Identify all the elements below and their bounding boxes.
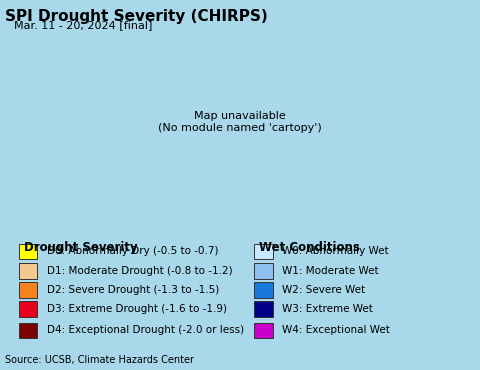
Bar (19, 301, 37, 317)
Text: Mar. 11 - 20, 2024 [final]: Mar. 11 - 20, 2024 [final] (14, 20, 153, 30)
Text: Source: UCSB, Climate Hazards Center: Source: UCSB, Climate Hazards Center (5, 355, 194, 365)
Text: W3: Extreme Wet: W3: Extreme Wet (282, 304, 373, 314)
Text: D0: Abnormally Dry (-0.5 to -0.7): D0: Abnormally Dry (-0.5 to -0.7) (47, 246, 218, 256)
Text: W1: Moderate Wet: W1: Moderate Wet (282, 266, 379, 276)
Bar (19, 323, 37, 338)
Text: Drought Severity: Drought Severity (24, 241, 138, 254)
Text: Map unavailable
(No module named 'cartopy'): Map unavailable (No module named 'cartop… (158, 111, 322, 133)
Text: W0: Abnormally Wet: W0: Abnormally Wet (282, 246, 389, 256)
Text: SPI Drought Severity (CHIRPS): SPI Drought Severity (CHIRPS) (5, 9, 267, 24)
Bar (254, 243, 273, 259)
Bar (254, 301, 273, 317)
Bar (254, 282, 273, 298)
Bar (254, 323, 273, 338)
Text: D2: Severe Drought (-1.3 to -1.5): D2: Severe Drought (-1.3 to -1.5) (47, 285, 219, 295)
Bar (19, 243, 37, 259)
Text: W4: Exceptional Wet: W4: Exceptional Wet (282, 326, 390, 336)
Bar (19, 282, 37, 298)
Text: D1: Moderate Drought (-0.8 to -1.2): D1: Moderate Drought (-0.8 to -1.2) (47, 266, 233, 276)
Text: D3: Extreme Drought (-1.6 to -1.9): D3: Extreme Drought (-1.6 to -1.9) (47, 304, 227, 314)
Text: Wet Conditions: Wet Conditions (259, 241, 360, 254)
Bar (254, 263, 273, 279)
Text: D4: Exceptional Drought (-2.0 or less): D4: Exceptional Drought (-2.0 or less) (47, 326, 244, 336)
Bar (19, 263, 37, 279)
Text: W2: Severe Wet: W2: Severe Wet (282, 285, 365, 295)
